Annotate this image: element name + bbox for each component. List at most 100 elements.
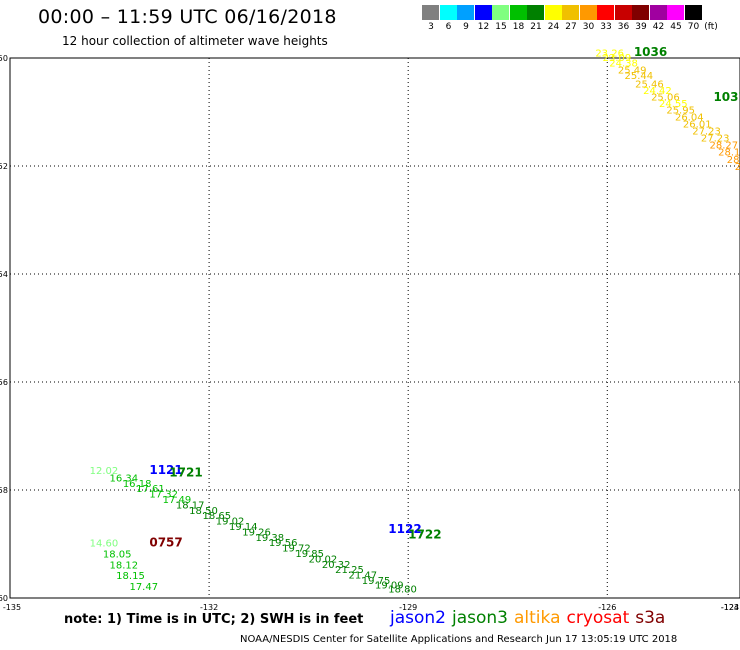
wave-height-value: 24.42 [643, 86, 672, 97]
colorbar-swatch [439, 5, 457, 20]
wave-height-value: 25.49 [618, 66, 647, 77]
colorbar-label: 24 [547, 22, 560, 32]
colorbar-label: 36 [617, 22, 630, 32]
colorbar-swatch [474, 5, 492, 20]
colorbar-label: 45 [670, 22, 682, 32]
colorbar-swatch [684, 5, 702, 20]
wave-height-value: 26.01 [683, 120, 712, 131]
wave-height-value: 19.38 [256, 533, 285, 544]
colorbar-swatch [509, 5, 527, 20]
legend-cryosat: cryosat [566, 608, 630, 628]
x-tick-label: -123 [721, 603, 739, 612]
colorbar-label: 33 [600, 22, 612, 32]
satellite-legend: jason2 jason3 altika cryosat s3a [390, 608, 671, 628]
pass-label: 1036 [634, 45, 667, 59]
colorbar-unit: (ft) [704, 22, 718, 32]
wave-height-value: 28.10 [727, 155, 740, 166]
y-tick-label: -60 [0, 594, 8, 603]
colorbar-swatch [667, 5, 684, 20]
footer-note: note: 1) Time is in UTC; 2) SWH is in fe… [64, 612, 364, 627]
wave-height-value: 19.14 [229, 522, 258, 533]
colorbar-swatch [457, 5, 474, 20]
credit-line: NOAA/NESDIS Center for Satellite Applica… [240, 634, 678, 645]
wave-height-value: 16.34 [110, 473, 139, 484]
wave-height-value: 23.26 [595, 48, 624, 59]
colorbar-label: 15 [495, 22, 507, 32]
pass-label: 1121 [149, 463, 182, 477]
wave-height-value: 17.49 [163, 495, 192, 506]
colorbar-swatch [527, 5, 544, 20]
x-tick-label: -124 [721, 603, 739, 612]
colorbar-swatch [632, 5, 649, 20]
wave-height-value: 24.38 [609, 59, 638, 70]
x-tick-label: -126 [598, 603, 616, 612]
legend-s3a: s3a [635, 608, 666, 628]
wave-height-value: 21.25 [335, 565, 364, 576]
wave-height-value: 18.12 [110, 560, 139, 571]
colorbar-label: 6 [445, 22, 452, 32]
colorbar-label: 9 [463, 22, 469, 32]
colorbar-label: 70 [687, 22, 700, 32]
plot-frame [9, 57, 740, 599]
colorbar-swatch [544, 5, 562, 20]
wave-height-value: 28.14 [718, 148, 740, 159]
wave-height-value: 27.23 [701, 134, 730, 145]
wave-height-value: 18.15 [116, 571, 145, 582]
pass-label: 0757 [149, 536, 182, 550]
wave-height-value: 26.04 [675, 113, 704, 124]
x-tick-label: -135 [3, 603, 21, 612]
colorbar-label: 30 [582, 22, 595, 32]
wave-height-value: 12.02 [90, 466, 119, 477]
wave-height-value: 18.50 [189, 506, 218, 517]
legend-jason2: jason2 [390, 608, 446, 628]
pass-label: 1037 [713, 90, 740, 104]
wave-height-value: 17.61 [136, 484, 165, 495]
wave-height-value: 17.32 [149, 490, 178, 501]
wave-height-value: 27.23 [692, 127, 721, 138]
wave-height-value: 18.80 [388, 585, 417, 596]
wave-height-value: 19.56 [269, 538, 298, 549]
wave-height-value: 28.27 [709, 141, 738, 152]
page-title: 00:00 – 11:59 UTC 06/16/2018 [38, 6, 337, 28]
wave-height-value: 20.32 [322, 560, 351, 571]
colorbar-swatch [562, 5, 579, 20]
legend-altika: altika [514, 608, 561, 628]
y-tick-label: -52 [0, 162, 8, 171]
colorbar-label: 12 [477, 22, 490, 32]
pass-label: 1721 [169, 466, 202, 480]
colorbar-swatch [649, 5, 667, 20]
y-tick-label: -56 [0, 378, 8, 387]
colorbar-label: 27 [565, 22, 577, 32]
wave-height-value: 16.18 [123, 479, 152, 490]
colorbar-swatch [579, 5, 597, 20]
wave-height-value: 23.09 [603, 53, 632, 64]
wave-height-value: 18.17 [176, 500, 205, 511]
wave-height-value: 24.55 [659, 99, 688, 110]
wave-height-value: 18.65 [202, 511, 231, 522]
wave-height-value: 25.06 [651, 93, 680, 104]
wave-height-value: 18.05 [103, 550, 132, 561]
wave-height-value: 19.02 [216, 517, 245, 528]
x-tick-label: -129 [399, 603, 417, 612]
wave-height-value: 19.26 [242, 527, 271, 538]
x-tick-label: -132 [200, 603, 218, 612]
wave-height-value: 14.60 [90, 539, 119, 550]
wave-height-value: 19.72 [282, 544, 311, 555]
page-subtitle: 12 hour collection of altimeter wave hei… [62, 34, 328, 48]
wave-height-value: 29.33 [735, 162, 740, 173]
y-tick-label: -58 [0, 486, 8, 495]
wave-height-value: 20.02 [309, 554, 338, 565]
wave-height-value: 25.44 [625, 71, 654, 82]
legend-jason3: jason3 [452, 608, 508, 628]
y-tick-label: -54 [0, 270, 8, 279]
pass-label: 1722 [408, 528, 441, 542]
wave-height-value: 25.46 [635, 80, 664, 91]
wave-height-value: 19.85 [295, 549, 324, 560]
colorbar-label: 3 [428, 22, 434, 32]
y-tick-label: -50 [0, 54, 8, 63]
colorbar-swatch [492, 5, 509, 20]
colorbar-label: 21 [530, 22, 542, 32]
colorbar-label: 18 [512, 22, 525, 32]
wave-height-value: 17.47 [129, 582, 158, 593]
